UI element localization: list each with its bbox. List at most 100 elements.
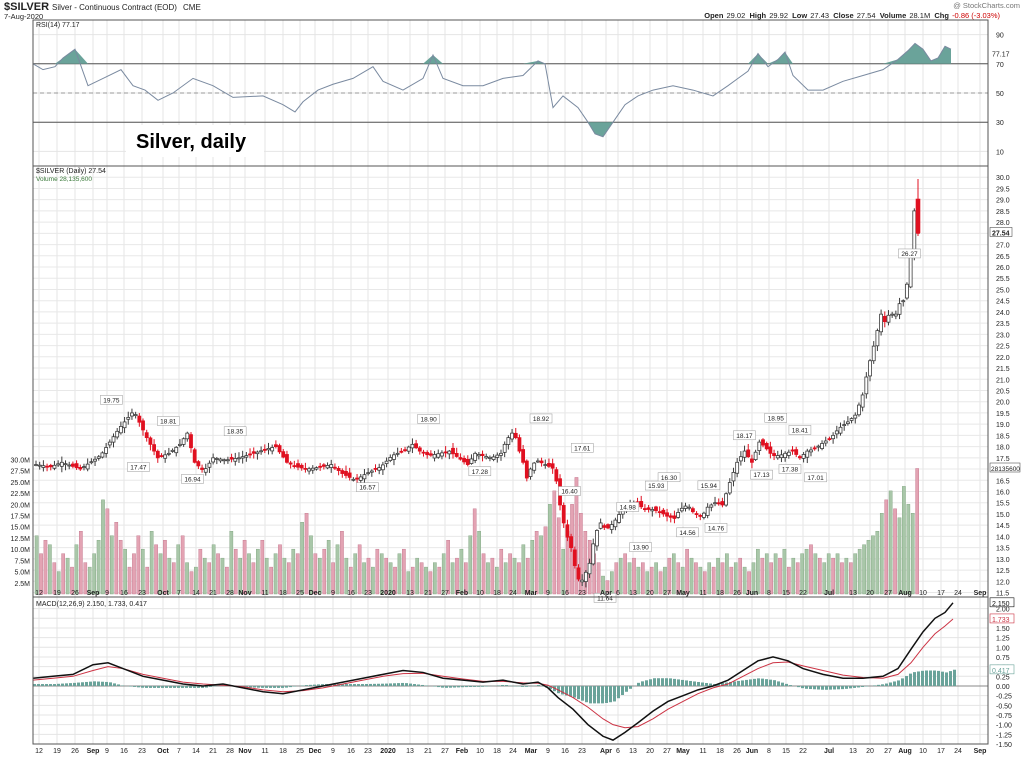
macd-histogram-bar [49, 684, 52, 686]
volume-bar [539, 535, 543, 595]
volume-bars [34, 468, 920, 595]
volume-bar [844, 557, 849, 595]
candle-down [451, 447, 455, 455]
x-tick-label: 26 [733, 748, 741, 755]
x-tick-label: 23 [364, 748, 372, 755]
macd-histogram-bar [341, 684, 344, 686]
volume-bar [787, 566, 791, 595]
macd-histogram-bar [901, 678, 904, 686]
volume-bar [419, 562, 424, 595]
candle-up [133, 414, 138, 416]
macd-histogram-bar [937, 670, 940, 686]
candle-down [561, 505, 566, 524]
candle-up [532, 462, 537, 471]
macd-tick-label: 2.00 [996, 607, 1010, 614]
candle-up [908, 253, 913, 288]
volume-bar [348, 566, 353, 595]
volume-bar [180, 535, 185, 595]
candle-up [211, 457, 216, 463]
macd-histogram-bar [177, 685, 180, 688]
price-label-box [157, 416, 180, 426]
volume-bar [849, 562, 853, 595]
macd-histogram-bar [425, 685, 428, 686]
price-label: 16.40 [561, 489, 578, 496]
x-tick-label: 19 [53, 590, 61, 597]
price-tick-label: 24.5 [996, 299, 1010, 306]
macd-histogram-bar [485, 685, 488, 687]
x-tick-label: 2020 [380, 748, 396, 755]
volume-bar [508, 553, 512, 595]
price-label-box [571, 443, 594, 453]
candle-up [185, 432, 190, 440]
macd-histogram-bar [409, 683, 412, 686]
x-tick-label: Feb [456, 748, 468, 755]
candle-down [646, 507, 651, 510]
x-tick-label: 21 [424, 748, 432, 755]
candle-down [251, 451, 256, 454]
x-tick-label: Aug [898, 748, 912, 755]
volume-bar [663, 566, 667, 595]
x-tick-label: 10 [476, 748, 484, 755]
x-tick-label: 11 [261, 748, 268, 755]
candle-down [654, 506, 658, 511]
candle-down [462, 458, 466, 463]
macd-histogram-bar [593, 685, 596, 704]
price-label: 17.61 [574, 445, 591, 452]
price-tick-label: 15.5 [996, 501, 1010, 508]
candle-up [912, 210, 917, 255]
chart-header: $SILVER Silver - Continuous Contract (EOD… [0, 0, 1024, 21]
candle-up [809, 449, 813, 453]
macd-histogram-bar [193, 685, 196, 688]
price-label-box [704, 523, 728, 533]
candle-up [244, 455, 249, 458]
x-tick-label: Apr [600, 590, 612, 597]
volume-bar [455, 557, 459, 595]
volume-tick-label: 20.0M [11, 502, 31, 509]
x-tick-label: Aug [898, 590, 912, 597]
price-label: 14.98 [620, 504, 637, 511]
price-label-box [529, 413, 553, 424]
price-legend: $SILVER (Daily) 27.54 [36, 168, 106, 175]
macd-histogram-bar [93, 681, 96, 686]
x-tick-label: 9 [546, 748, 550, 755]
macd-histogram-bar [305, 685, 308, 686]
macd-histogram-bar [749, 679, 752, 686]
macd-histogram-bar [105, 681, 108, 686]
x-tick-label: 27 [663, 748, 671, 755]
macd-histogram-bar [629, 685, 632, 689]
macd-histogram-bar [101, 681, 104, 686]
x-tick-label: 22 [799, 590, 807, 597]
x-tick-label: 13 [406, 748, 414, 755]
price-tick-label: 16.5 [996, 478, 1010, 485]
volume-bar [225, 566, 229, 595]
macd-histogram-bar [821, 685, 824, 690]
macd-histogram-bar [813, 685, 816, 690]
macd-histogram-bar [285, 685, 288, 688]
x-tick-label: 23 [138, 590, 146, 597]
price-tick-label: 13.5 [996, 546, 1010, 553]
macd-histogram-bar [361, 684, 364, 686]
candle-up [687, 506, 692, 509]
candle-up [735, 461, 740, 474]
candle-down [915, 198, 921, 233]
price-label-box [764, 413, 787, 423]
candle-down [74, 463, 79, 469]
volume-bar [366, 557, 371, 595]
macd-line [32, 602, 954, 741]
x-tick-label: 18 [279, 590, 287, 597]
volume-bar [477, 531, 481, 595]
x-tick-label: Jun [746, 748, 758, 755]
candle-down [550, 463, 555, 469]
macd-histogram-bar [117, 684, 120, 686]
x-tick-label: 25 [296, 590, 304, 597]
macd-histogram-bar [57, 683, 60, 686]
volume-bar [437, 566, 442, 595]
price-tick-label: 29.0 [996, 198, 1010, 205]
macd-histogram-bar [161, 685, 164, 688]
volume-tick-label: 17.5M [11, 514, 31, 521]
volume-bar [61, 553, 65, 595]
volume-bar [464, 562, 468, 595]
price-label-box [788, 425, 812, 435]
candle-up [713, 502, 717, 505]
volume-bar [34, 535, 39, 595]
